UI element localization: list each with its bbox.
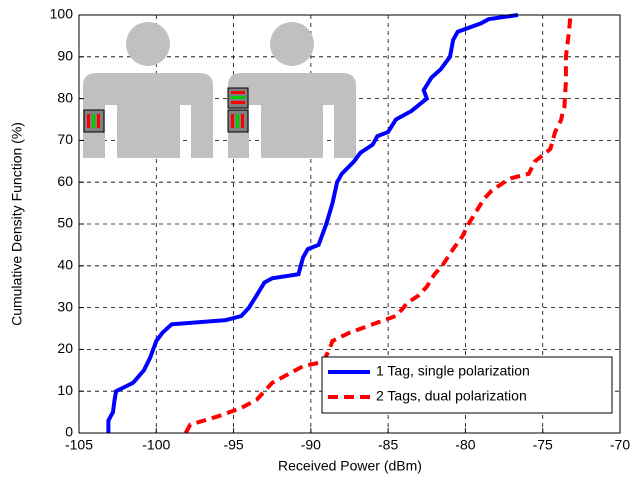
y-tick-label: 80 [57, 89, 73, 105]
x-tick-label: -95 [223, 437, 243, 453]
tag [227, 87, 249, 109]
plot [106, 13, 573, 434]
x-tick-label: -75 [533, 437, 553, 453]
y-tick-label: 60 [57, 173, 73, 189]
x-tick-label: -105 [65, 437, 93, 453]
tag [227, 109, 249, 133]
data-line [106, 13, 519, 433]
y-tick-label: 40 [57, 257, 73, 273]
legend-label: 1 Tag, single polarization [376, 363, 530, 379]
y-tick-label: 70 [57, 131, 73, 147]
head [126, 22, 170, 66]
legend-label: 2 Tags, dual polarization [376, 388, 527, 404]
x-tick-label: -100 [142, 437, 170, 453]
head [270, 22, 314, 66]
x-tick-label: -80 [455, 437, 475, 453]
x-tick-label: -70 [610, 437, 630, 453]
body [83, 73, 213, 158]
y-tick-label: 90 [57, 48, 73, 64]
legend-box [321, 356, 613, 414]
y-tick-label: 0 [65, 424, 73, 440]
y-tick-label: 50 [57, 215, 73, 231]
legend: 1 Tag, single polarization 2 Tags, dual p… [321, 356, 613, 414]
x-tick-label: -85 [378, 437, 398, 453]
y-tick-label: 30 [57, 298, 73, 314]
x-tick-label: -90 [301, 437, 321, 453]
y-tick-label: 20 [57, 340, 73, 356]
y-tick-label: 100 [50, 6, 74, 22]
tag-icons [83, 87, 249, 133]
y-axis-label: Cumulative Density Function (%) [9, 122, 25, 326]
y-tick-label: 10 [57, 382, 73, 398]
body [228, 73, 356, 158]
data-line [183, 14, 573, 434]
tag [83, 109, 105, 133]
x-axis-label: Received Power (dBm) [278, 458, 422, 474]
illustration [83, 22, 356, 158]
